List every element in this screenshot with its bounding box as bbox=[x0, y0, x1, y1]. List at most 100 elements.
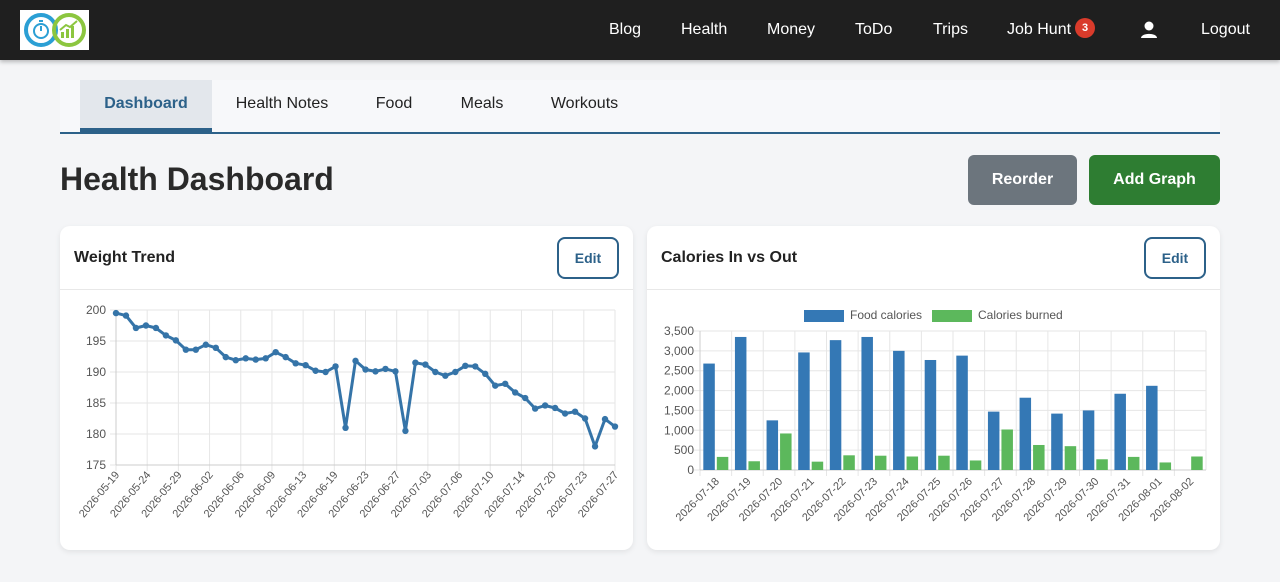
weight-data-point bbox=[442, 372, 449, 379]
calories-burned-bar bbox=[1191, 456, 1203, 470]
logout-link[interactable]: Logout bbox=[1201, 21, 1250, 38]
weight-data-point bbox=[521, 394, 529, 402]
calories-burned-bar bbox=[716, 456, 729, 470]
legend-label: Calories burned bbox=[978, 308, 1063, 322]
weight-data-point bbox=[352, 357, 359, 365]
weight-data-point bbox=[232, 357, 239, 364]
health-tabs: Dashboard Health Notes Food Meals Workou… bbox=[60, 80, 1220, 134]
weight-data-point bbox=[242, 355, 249, 362]
y-tick-label: 3,000 bbox=[664, 344, 694, 358]
weight-data-point bbox=[142, 322, 150, 329]
food-calories-bar bbox=[1114, 393, 1126, 470]
calories-burned-bar bbox=[811, 461, 824, 470]
calories-burned-bar bbox=[1064, 446, 1077, 470]
y-tick-label: 185 bbox=[86, 396, 106, 410]
weight-data-point bbox=[432, 368, 439, 376]
food-calories-bar bbox=[829, 340, 842, 470]
nav-money[interactable]: Money bbox=[767, 21, 816, 38]
food-calories-bar bbox=[1019, 397, 1032, 470]
weight-data-point bbox=[252, 356, 259, 363]
y-tick-label: 1,000 bbox=[664, 423, 694, 437]
calories-burned-bar bbox=[938, 455, 950, 470]
food-calories-bar bbox=[987, 411, 1000, 470]
weight-data-point bbox=[172, 337, 180, 344]
food-calories-bar bbox=[798, 352, 810, 470]
card-title: Calories In vs Out bbox=[661, 249, 798, 266]
y-tick-label: 2,000 bbox=[664, 384, 694, 398]
y-tick-label: 500 bbox=[674, 443, 694, 457]
edit-calories-chart-button[interactable]: Edit bbox=[1144, 237, 1206, 279]
food-calories-bar bbox=[703, 363, 715, 470]
weight-data-point bbox=[462, 362, 469, 369]
tab-workouts[interactable]: Workouts bbox=[550, 95, 619, 112]
weight-data-point bbox=[452, 368, 459, 376]
food-calories-bar bbox=[893, 350, 905, 470]
legend-label: Food calories bbox=[850, 308, 922, 322]
weight-data-point bbox=[492, 382, 499, 389]
weight-data-point bbox=[332, 363, 339, 370]
weight-trend-card: Weight Trend Edit 175 180 185 190 195 200 2026… bbox=[60, 226, 633, 550]
reorder-button[interactable]: Reorder bbox=[968, 155, 1077, 205]
tab-food[interactable]: Food bbox=[375, 95, 413, 112]
weight-data-point bbox=[472, 363, 479, 370]
weight-data-point bbox=[512, 389, 519, 396]
legend-swatch bbox=[804, 310, 844, 322]
weight-data-point bbox=[402, 427, 409, 435]
calories-card: Calories In vs Out Edit Food calories Cal… bbox=[647, 226, 1220, 550]
weight-data-point bbox=[372, 368, 379, 375]
nav-todo[interactable]: ToDo bbox=[855, 21, 893, 38]
tab-health-notes[interactable]: Health Notes bbox=[235, 95, 329, 112]
nav-trips[interactable]: Trips bbox=[933, 21, 968, 38]
weight-data-point bbox=[192, 346, 200, 353]
add-graph-button[interactable]: Add Graph bbox=[1089, 155, 1220, 205]
weight-data-point bbox=[362, 366, 369, 373]
y-tick-label: 2,500 bbox=[664, 364, 694, 378]
food-calories-bar bbox=[956, 355, 968, 470]
weight-data-point bbox=[571, 408, 579, 415]
nav-health[interactable]: Health bbox=[681, 21, 728, 38]
weight-data-point bbox=[591, 443, 599, 450]
tab-meals[interactable]: Meals bbox=[460, 95, 504, 112]
calories-burned-bar bbox=[969, 460, 982, 470]
calories-burned-bar bbox=[906, 456, 919, 470]
weight-data-point bbox=[541, 402, 549, 409]
food-calories-bar bbox=[924, 359, 937, 470]
y-tick-label: 175 bbox=[86, 458, 106, 472]
nav-blog[interactable]: Blog bbox=[609, 21, 642, 38]
calories-burned-bar bbox=[1096, 459, 1108, 470]
weight-data-point bbox=[412, 359, 419, 366]
calories-burned-bar bbox=[843, 455, 855, 470]
nav-job-hunt-label: Job Hunt bbox=[1007, 21, 1072, 38]
edit-weight-chart-button[interactable]: Edit bbox=[557, 237, 619, 279]
y-tick-label: 200 bbox=[86, 303, 106, 317]
notification-badge: 3 bbox=[1075, 17, 1096, 38]
card-title: Weight Trend bbox=[74, 249, 176, 266]
calories-burned-bar bbox=[780, 433, 792, 470]
weight-data-point bbox=[212, 344, 219, 352]
weight-data-point bbox=[152, 324, 160, 332]
weight-data-point bbox=[611, 423, 619, 430]
food-calories-bar bbox=[766, 420, 779, 470]
calories-burned-bar bbox=[1127, 456, 1140, 470]
food-calories-bar bbox=[861, 336, 873, 470]
weight-data-point bbox=[222, 353, 229, 361]
y-tick-label: 1,500 bbox=[664, 403, 694, 417]
y-tick-label: 3,500 bbox=[664, 324, 694, 338]
top-navbar: Blog Health Money ToDo Trips Job Hunt 3 L… bbox=[0, 0, 1280, 60]
tab-dashboard[interactable]: Dashboard bbox=[80, 80, 212, 132]
weight-data-point bbox=[312, 367, 319, 374]
user-icon[interactable] bbox=[1139, 20, 1159, 40]
weight-data-point bbox=[551, 404, 559, 412]
weight-data-point bbox=[182, 346, 190, 353]
weight-data-point bbox=[502, 380, 509, 387]
food-calories-bar bbox=[1051, 413, 1063, 470]
app-logo[interactable] bbox=[20, 10, 89, 50]
weight-data-point bbox=[302, 361, 309, 369]
nav-job-hunt[interactable]: Job Hunt 3 bbox=[1007, 0, 1096, 60]
calories-burned-bar bbox=[874, 455, 887, 470]
weight-data-point bbox=[342, 424, 349, 431]
weight-data-point bbox=[282, 353, 289, 361]
weight-data-point bbox=[392, 368, 399, 375]
weight-data-point bbox=[202, 341, 210, 348]
food-calories-bar bbox=[734, 336, 747, 470]
